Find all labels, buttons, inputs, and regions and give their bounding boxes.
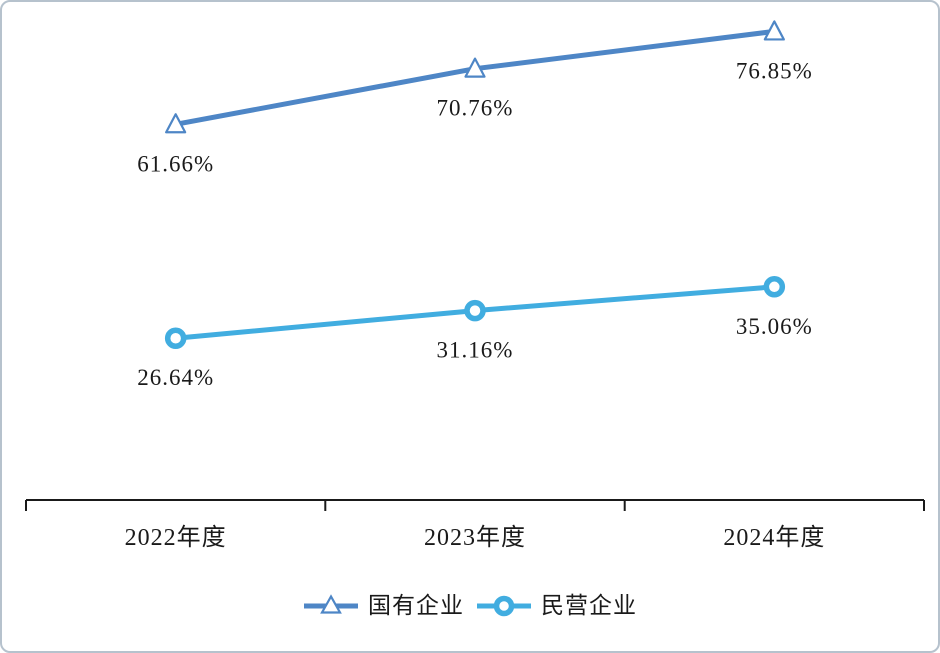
x-axis xyxy=(25,499,925,511)
data-label: 61.66% xyxy=(137,151,214,176)
x-axis-label: 2023年度 xyxy=(424,524,526,551)
data-point-triangle-marker xyxy=(464,57,486,78)
legend-item-state-owned: 国有企业 xyxy=(303,593,464,619)
data-label: 70.76% xyxy=(437,96,514,121)
legend-label-private: 民营企业 xyxy=(541,593,637,618)
x-axis-label: 2022年度 xyxy=(125,524,227,551)
data-label: 31.16% xyxy=(437,338,514,363)
legend-label-state-owned: 国有企业 xyxy=(368,593,464,618)
data-point-triangle-marker xyxy=(165,113,187,134)
legend-marker-triangle-icon xyxy=(304,594,358,614)
data-point-circle-marker xyxy=(164,327,187,349)
line-chart: 61.66% 70.76% 76.85% 26.64% 31.16% 35.06% 2022… xyxy=(25,20,925,551)
data-label: 26.64% xyxy=(137,365,214,390)
x-axis-label: 2024年度 xyxy=(723,524,825,551)
legend: 国有企业 民营企业 xyxy=(2,593,938,619)
data-point-triangle-marker xyxy=(763,20,785,41)
data-label: 76.85% xyxy=(736,58,813,83)
legend-item-private: 民营企业 xyxy=(476,593,637,619)
data-point-circle-marker xyxy=(464,299,486,322)
legend-marker-circle-icon xyxy=(477,595,531,617)
data-label: 35.06% xyxy=(736,314,813,339)
data-point-circle-marker xyxy=(763,276,786,298)
